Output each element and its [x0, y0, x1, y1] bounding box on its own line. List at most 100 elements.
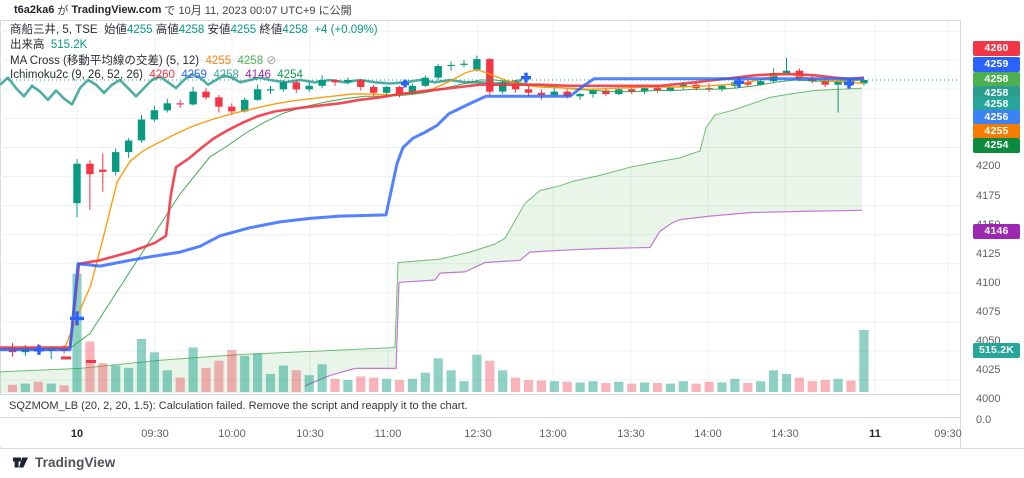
- candle-body: [550, 91, 558, 96]
- volume-bar: [498, 370, 508, 392]
- candle-body: [150, 110, 159, 120]
- candle-body: [628, 89, 636, 92]
- candle-body: [382, 87, 391, 93]
- candle-body: [137, 119, 146, 141]
- time-tick-label: 13:00: [539, 428, 567, 440]
- price-axis-badge: 4146: [973, 223, 1020, 239]
- volume-bar: [459, 381, 469, 392]
- candle-body: [331, 80, 339, 83]
- price-axis-separator: [960, 20, 961, 448]
- volume-bar: [369, 377, 379, 392]
- time-tick-label: 10:30: [296, 428, 324, 440]
- candle-body: [589, 90, 597, 94]
- volume-bar: [627, 383, 637, 392]
- indicator-error-text: SQZMOM_LB (20, 2, 20, 1.5): Calculation …: [9, 400, 468, 412]
- volume-bar: [278, 365, 288, 392]
- volume-bar: [601, 383, 611, 392]
- candle-body: [202, 91, 210, 98]
- volume-bar: [253, 353, 263, 392]
- volume-bar: [394, 380, 405, 392]
- price-axis-badge: 4255: [973, 123, 1020, 139]
- candle-body: [757, 81, 765, 85]
- time-tick-label: 10:00: [218, 428, 246, 440]
- publish-user-link[interactable]: t6a2ka6: [14, 4, 55, 16]
- ma12-line: [0, 79, 865, 351]
- volume-bar: [859, 330, 869, 392]
- tradingview-logo[interactable]: TradingView: [12, 454, 115, 471]
- volume-bar: [330, 378, 340, 392]
- candle-body: [99, 169, 107, 172]
- candle-body: [563, 91, 571, 97]
- volume-bar: [433, 358, 443, 392]
- candle-body: [370, 87, 378, 93]
- time-tick-label: 11: [869, 428, 881, 440]
- ma-cross-marker-icon: [734, 77, 744, 88]
- chart-canvas[interactable]: [0, 20, 960, 394]
- volume-bar: [304, 375, 314, 392]
- volume-bar: [614, 381, 624, 392]
- time-tick-label: 10: [70, 428, 84, 440]
- volume-bar: [188, 347, 198, 392]
- candle-body: [421, 77, 429, 86]
- time-tick-label: 13:30: [617, 428, 645, 440]
- candle-body: [253, 89, 262, 100]
- volume-bar: [665, 383, 675, 392]
- time-tick-label: 14:00: [694, 428, 722, 440]
- senkou-span-a-line: [0, 87, 863, 373]
- volume-bar: [72, 273, 82, 392]
- ma-cross-marker-icon: [401, 79, 409, 88]
- senkou-span-b-line: [304, 209, 863, 387]
- time-tick-label: 09:30: [141, 428, 169, 440]
- ma-cross-marker-icon: [70, 311, 84, 326]
- candle-body: [434, 66, 442, 78]
- candle-body: [305, 85, 313, 90]
- ichimoku-cloud: [0, 88, 862, 393]
- price-axis-badge: 515.2K: [973, 342, 1020, 358]
- volume-bar: [536, 380, 546, 392]
- price-axis-badge: 4260: [973, 40, 1020, 56]
- candle-body: [537, 92, 546, 96]
- time-tick-label: 14:30: [771, 428, 799, 440]
- indicator-error-row[interactable]: SQZMOM_LB (20, 2, 20, 1.5): Calculation …: [0, 395, 960, 417]
- price-tick-label: 4200: [976, 160, 1001, 173]
- volume-bar: [175, 377, 185, 392]
- candle-body: [408, 85, 417, 94]
- volume-bar: [511, 377, 521, 392]
- volume-bar: [549, 381, 559, 392]
- price-tick-label: 4075: [976, 305, 1001, 318]
- candle-body: [473, 59, 481, 70]
- volume-bar: [111, 365, 121, 392]
- candle-body: [834, 81, 842, 85]
- candle-body: [163, 103, 171, 111]
- candle-body: [395, 87, 404, 94]
- volume-bar: [214, 360, 224, 392]
- candle-body: [499, 82, 507, 92]
- volume-bar: [562, 381, 572, 392]
- volume-bar: [575, 382, 585, 392]
- volume-bar: [769, 370, 779, 392]
- candle-body: [266, 89, 275, 91]
- candle-body: [744, 82, 752, 85]
- time-axis[interactable]: 10 09:30 10:00 10:30 11:00 12:30 13:00 13:30 14:…: [0, 418, 962, 447]
- price-axis-badge: 4256: [973, 109, 1020, 125]
- ma-cross-marker-icon: [521, 72, 531, 83]
- chikou-span-line: [0, 72, 523, 106]
- candle-body: [486, 59, 494, 92]
- volume-bar: [794, 377, 804, 392]
- candle-body: [447, 64, 455, 67]
- volume-bar: [124, 367, 134, 392]
- candle-body: [73, 163, 81, 204]
- time-tick-label: 09:30: [934, 428, 962, 440]
- volume-bar: [807, 381, 817, 392]
- candle-body: [241, 99, 249, 112]
- volume-bar: [678, 381, 688, 392]
- candle-body: [279, 82, 288, 90]
- publish-site-link[interactable]: TradingView.com: [71, 4, 162, 16]
- candle-body: [124, 140, 133, 153]
- price-axis[interactable]: 4200417541504125410040754050402540000.04…: [961, 20, 1024, 448]
- tenkan-sen-line: [0, 72, 865, 349]
- volume-bar: [201, 367, 211, 392]
- volume-bar: [59, 385, 69, 392]
- volume-bar: [291, 370, 301, 392]
- candle-body: [524, 89, 533, 93]
